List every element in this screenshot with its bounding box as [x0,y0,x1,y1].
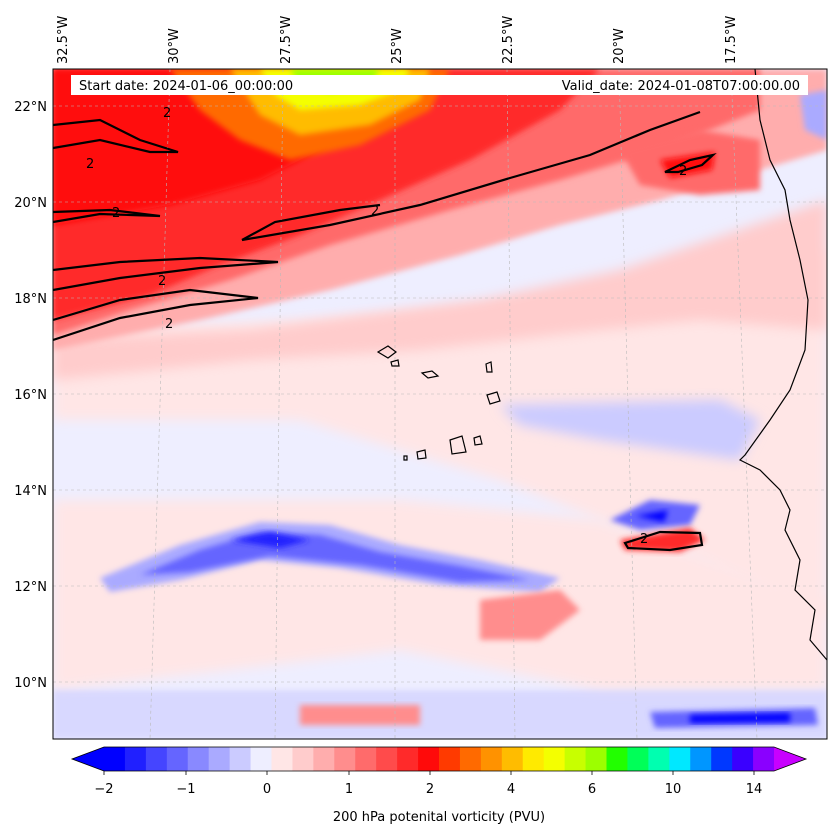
colorbar-cell [501,747,524,771]
header-box [71,75,808,95]
lon-label: 30°W [167,28,182,64]
lat-label: 12°N [14,580,47,595]
colorbar-max-extend [774,747,806,771]
contour-label: 2 [640,532,648,547]
colorbar-cell [732,747,754,771]
map-frame [52,68,828,740]
lon-label: 17.5°W [724,16,739,64]
colorbar-cell [648,747,670,771]
colorbar-cell [104,747,126,771]
colorbar-cell [397,747,419,771]
colorbar-cell [711,747,733,771]
colorbar-cell [187,747,210,771]
colorbar-cell [229,747,252,771]
colorbar-cell [166,747,189,771]
colorbar-cell [208,747,231,771]
lat-label: 18°N [14,292,47,307]
colorbar: −2 −1 0 1 2 4 6 10 14 200 hPa potenital vorticit… [70,746,808,825]
colorbar-cells [104,747,775,771]
colorbar-cell [606,747,629,771]
colorbar-cell [376,747,398,771]
start-date: Start date: 2024-01-06_00:00:00 [79,79,293,94]
longitude-labels: 32.5°W 30°W 27.5°W 25°W 22.5°W 20°W 17.5… [56,16,739,64]
lon-label: 25°W [390,28,405,64]
lon-label: 32.5°W [56,16,71,64]
lon-label: 20°W [612,28,627,64]
latitude-labels: 22°N 20°N 18°N 16°N 14°N 12°N 10°N [14,100,47,691]
contour-label: 2 [163,106,171,121]
colorbar-cell [418,747,440,771]
lon-label: 22.5°W [501,16,516,64]
colorbar-cell [627,747,649,771]
colorbar-cell [690,747,712,771]
lon-label: 27.5°W [279,16,294,64]
colorbar-tick-label: −1 [176,782,195,797]
pv-2-contours [53,110,717,552]
colorbar-cell [480,747,503,771]
colorbar-label: 200 hPa potenital vorticity (PVU) [333,810,545,825]
colorbar-cell [564,747,587,771]
colorbar-cell [543,747,566,771]
contour-label: 2 [86,157,94,172]
colorbar-cell [250,747,273,771]
lat-label: 10°N [14,676,47,691]
coastline [376,69,827,661]
contour-label: 2 [679,164,687,179]
colorbar-cell [271,747,294,771]
pv-shading [53,69,827,739]
colorbar-tick-label: 1 [345,782,353,797]
colorbar-cell [334,747,356,771]
colorbar-tick-label: 10 [665,782,682,797]
contour-label: 2 [371,204,379,219]
colorbar-cell [459,747,482,771]
colorbar-cell [292,747,314,771]
contour-label: 2 [158,274,166,289]
colorbar-cell [439,747,461,771]
map-area: 2 2 2 2 2 2 2 2 Start date: 2024-01-06_0… [53,69,827,739]
colorbar-tick-label: 6 [588,782,596,797]
colorbar-tick-label: −2 [94,782,113,797]
colorbar-tick-label: 14 [746,782,763,797]
lat-label: 16°N [14,388,47,403]
lat-label: 20°N [14,196,47,211]
colorbar-cell [753,747,775,771]
colorbar-cell [669,747,691,771]
colorbar-tick-label: 4 [507,782,515,797]
colorbar-cell [313,747,335,771]
colorbar-tick-label: 2 [426,782,434,797]
contour-labels: 2 2 2 2 2 2 2 2 [86,106,687,547]
lat-label: 22°N [14,100,47,115]
valid-date: Valid_date: 2024-01-08T07:00:00.00 [562,79,800,94]
contour-label: 2 [112,206,120,221]
colorbar-cell [522,747,545,771]
colorbar-tick-label: 0 [263,782,271,797]
colorbar-cell [355,747,377,771]
graticule [53,69,827,739]
colorbar-cell [585,747,608,771]
colorbar-cell [124,747,147,771]
lat-label: 14°N [14,484,47,499]
contour-label: 2 [165,317,173,332]
colorbar-ticks: −2 −1 0 1 2 4 6 10 14 [94,771,762,797]
colorbar-min-extend [72,747,104,771]
colorbar-cell [145,747,168,771]
